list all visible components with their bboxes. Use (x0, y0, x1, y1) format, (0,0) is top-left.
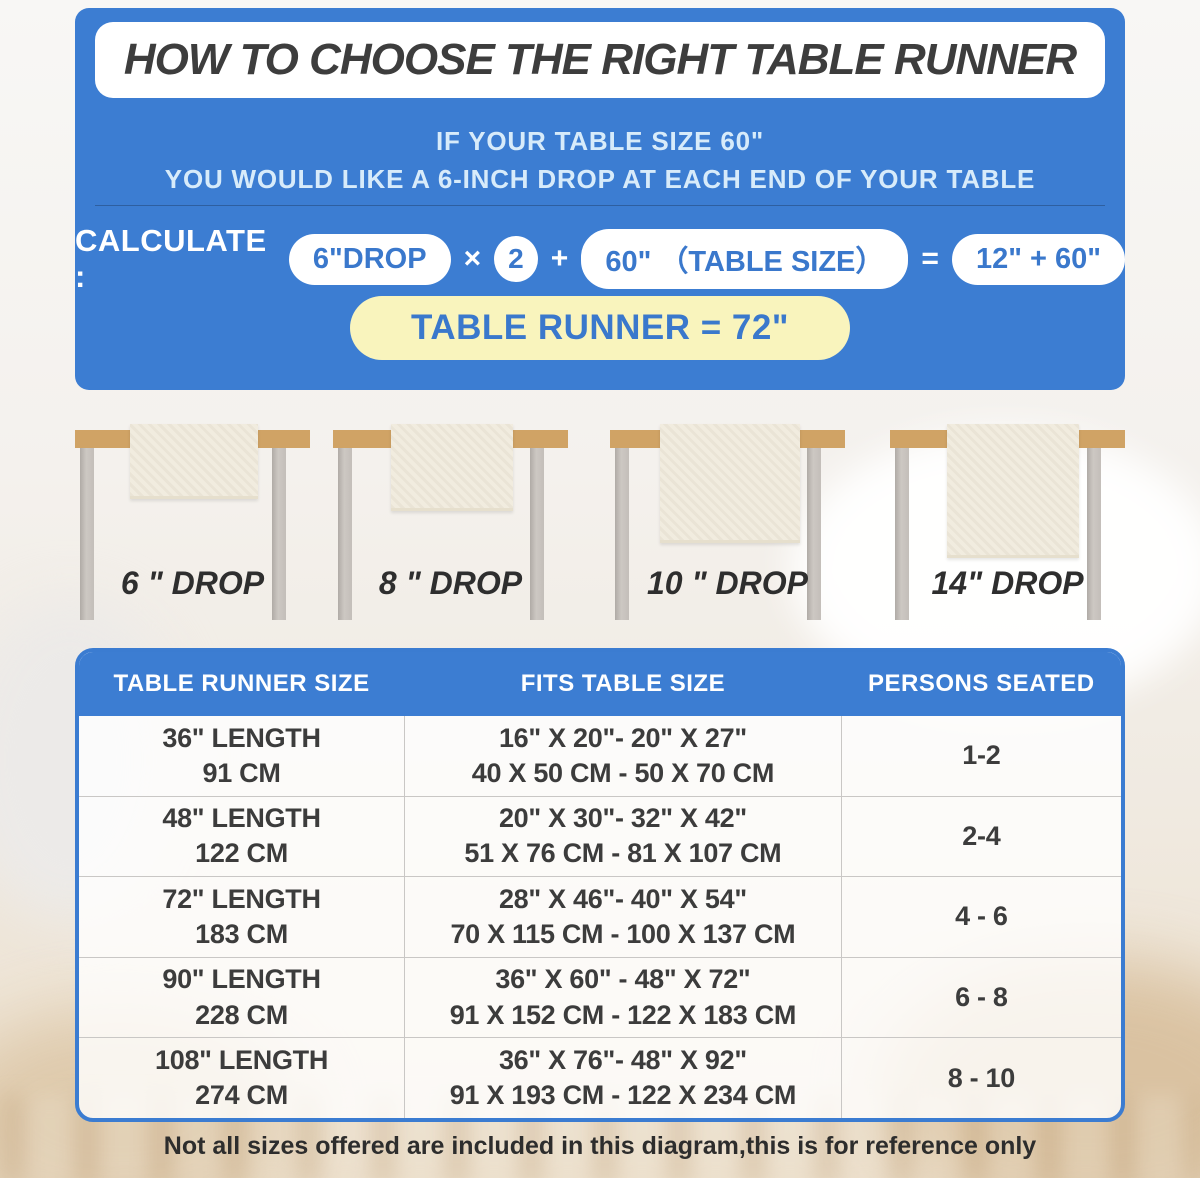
fits-size-cell: 28" X 46"- 40" X 54" 70 X 115 CM - 100 X… (404, 877, 842, 957)
table-row: 108" LENGTH 274 CM 36" X 76"- 48" X 92" … (79, 1038, 1121, 1118)
table-row: 48" LENGTH 122 CM 20" X 30"- 32" X 42" 5… (79, 796, 1121, 878)
fits-size-cell: 36" X 76"- 48" X 92" 91 X 193 CM - 122 X… (404, 1038, 842, 1118)
size-table-body: 36" LENGTH 91 CM 16" X 20"- 20" X 27" 40… (79, 716, 1121, 1118)
table-row: 36" LENGTH 91 CM 16" X 20"- 20" X 27" 40… (79, 716, 1121, 797)
size-table-header: TABLE RUNNER SIZE FITS TABLE SIZE PERSON… (79, 652, 1121, 716)
table-leg-left (615, 448, 629, 620)
table-row: 72" LENGTH 183 CM 28" X 46"- 40" X 54" 7… (79, 877, 1121, 958)
intro-line-2: YOU WOULD LIKE A 6-INCH DROP AT EACH END… (164, 164, 1036, 194)
table-leg-right (272, 448, 286, 620)
explainer-panel: HOW TO CHOOSE THE RIGHT TABLE RUNNER IF … (75, 8, 1125, 390)
title-banner: HOW TO CHOOSE THE RIGHT TABLE RUNNER (95, 22, 1105, 98)
table-row: 90" LENGTH 228 CM 36" X 60" - 48" X 72" … (79, 957, 1121, 1039)
calculation-row: CALCULATE : 6"DROP × 2 + 60" （TABLE SIZE… (75, 223, 1125, 295)
fits-size-cell: 36" X 60" - 48" X 72" 91 X 152 CM - 122 … (404, 957, 842, 1038)
result-text: TABLE RUNNER = 72" (411, 308, 789, 347)
drop-illustration-10: 10 " DROP (610, 0, 845, 640)
runner-cloth (947, 424, 1079, 558)
table-leg-left (80, 448, 94, 620)
runner-size-cell: 90" LENGTH 228 CM (162, 964, 321, 1030)
plus-sign: + (550, 242, 569, 275)
calculate-label: CALCULATE : (75, 223, 267, 294)
runner-size-cell: 108" LENGTH 274 CM (155, 1045, 329, 1111)
persons-cell: 1-2 (962, 740, 1001, 771)
drop-illustration-6: 6 " DROP (75, 0, 310, 640)
size-reference-table: TABLE RUNNER SIZE FITS TABLE SIZE PERSON… (75, 648, 1125, 1122)
intro-line-1: IF YOUR TABLE SIZE 60" (435, 126, 764, 156)
times-sign: × (463, 242, 482, 275)
drop-pill: 6"DROP (288, 233, 451, 285)
persons-cell: 4 - 6 (955, 901, 1008, 932)
persons-cell: 6 - 8 (955, 982, 1008, 1013)
drop-label-10: 10 " DROP (647, 565, 808, 601)
runner-cloth (391, 424, 513, 511)
fits-size-cell: 16" X 20"- 20" X 27" 40 X 50 CM - 50 X 7… (404, 716, 842, 796)
equals-sign: = (921, 242, 939, 275)
table-leg-right (807, 448, 821, 620)
table-leg-right (1087, 448, 1101, 620)
result-pill: TABLE RUNNER = 72" (350, 296, 850, 360)
table-leg-right (530, 448, 544, 620)
table-leg-left (895, 448, 909, 620)
drop-label-8: 8 " DROP (378, 565, 523, 601)
drop-illustration-14: 14" DROP (890, 0, 1125, 640)
page-title: HOW TO CHOOSE THE RIGHT TABLE RUNNER (123, 35, 1077, 84)
runner-size-cell: 36" LENGTH 91 CM (162, 722, 321, 788)
sum-pill: 12" + 60" (951, 233, 1125, 285)
persons-cell: 8 - 10 (947, 1062, 1016, 1093)
footer-note: Not all sizes offered are included in th… (163, 1132, 1037, 1160)
fits-size-cell: 20" X 30"- 32" X 42" 51 X 76 CM - 81 X 1… (404, 796, 842, 877)
multiplier-badge: 2 (494, 236, 538, 282)
persons-cell: 2-4 (962, 820, 1001, 851)
column-header-persons: PERSONS SEATED (868, 670, 1095, 697)
table-size-pill: 60" （TABLE SIZE） (581, 229, 909, 289)
column-header-fits-table: FITS TABLE SIZE (520, 670, 726, 697)
runner-size-cell: 72" LENGTH 183 CM (162, 883, 321, 949)
drop-label-6: 6 " DROP (120, 565, 265, 601)
runner-size-cell: 48" LENGTH 122 CM (162, 803, 321, 869)
drop-label-14: 14" DROP (931, 565, 1084, 601)
runner-cloth (660, 424, 800, 543)
runner-cloth (130, 424, 258, 499)
table-leg-left (338, 448, 352, 620)
drop-illustration-8: 8 " DROP (333, 0, 568, 640)
column-header-runner-size: TABLE RUNNER SIZE (113, 670, 370, 697)
panel-divider (95, 205, 1105, 206)
